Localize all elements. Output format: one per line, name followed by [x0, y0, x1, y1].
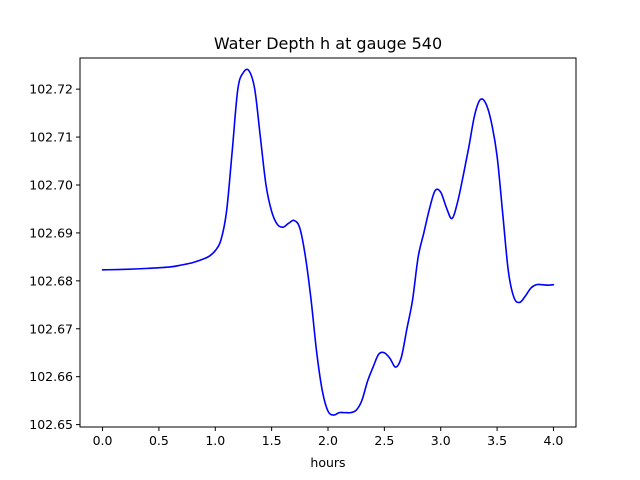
- x-tick-label: 1.5: [262, 433, 282, 448]
- x-tick-label: 0.5: [149, 433, 169, 448]
- y-tick-label: 102.70: [29, 177, 73, 192]
- chart-title: Water Depth h at gauge 540: [214, 34, 442, 53]
- x-tick-label: 4.0: [544, 433, 564, 448]
- x-tick-label: 1.0: [205, 433, 225, 448]
- y-tick-label: 102.66: [29, 369, 73, 384]
- y-axis-ticks: 102.65 102.66 102.67 102.68 102.69 102.70 102.…: [29, 82, 80, 432]
- y-tick-label: 102.72: [29, 82, 73, 97]
- x-tick-label: 3.5: [487, 433, 507, 448]
- y-tick-label: 102.65: [29, 417, 73, 432]
- plot-area: [101, 68, 555, 416]
- y-tick-label: 102.69: [29, 225, 73, 240]
- series-line: [101, 68, 555, 416]
- x-tick-label: 2.0: [318, 433, 338, 448]
- x-axis-label: hours: [310, 455, 345, 470]
- y-tick-label: 102.67: [29, 321, 73, 336]
- y-tick-label: 102.68: [29, 273, 73, 288]
- y-tick-label: 102.71: [29, 130, 73, 145]
- x-tick-label: 2.5: [374, 433, 394, 448]
- x-tick-label: 3.0: [431, 433, 451, 448]
- x-axis-ticks: 0.0 0.5 1.0 1.5 2.0 2.5 3.0 3.5 4.0: [93, 427, 564, 448]
- x-tick-label: 0.0: [93, 433, 113, 448]
